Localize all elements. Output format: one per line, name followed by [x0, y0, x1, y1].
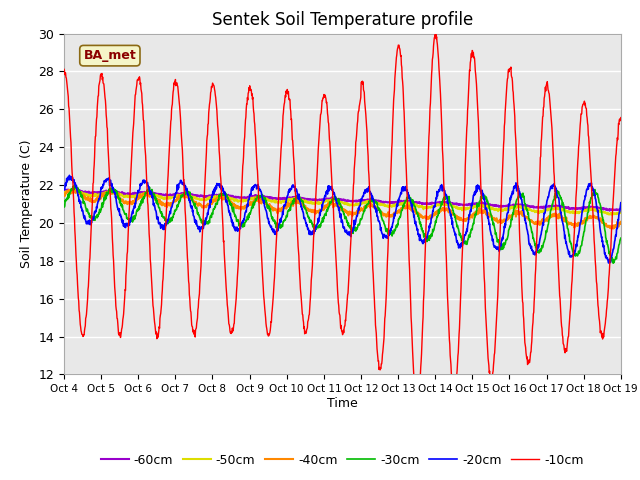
-40cm: [609, 226, 617, 231]
Line: -50cm: -50cm: [64, 190, 621, 215]
-50cm: [70, 187, 77, 193]
-30cm: [171, 208, 179, 214]
Line: -10cm: -10cm: [64, 34, 621, 406]
-60cm: [60, 188, 68, 193]
-40cm: [551, 213, 559, 219]
-60cm: [617, 206, 625, 212]
Line: -20cm: -20cm: [64, 175, 621, 263]
-10cm: [502, 89, 510, 95]
Y-axis label: Soil Temperature (C): Soil Temperature (C): [20, 140, 33, 268]
-50cm: [617, 210, 625, 216]
-30cm: [429, 229, 437, 235]
-60cm: [67, 187, 75, 192]
-10cm: [246, 86, 254, 92]
Line: -40cm: -40cm: [64, 188, 621, 228]
Line: -30cm: -30cm: [64, 186, 621, 263]
-20cm: [171, 195, 179, 201]
Title: Sentek Soil Temperature profile: Sentek Soil Temperature profile: [212, 11, 473, 29]
-60cm: [171, 192, 179, 198]
-50cm: [607, 212, 615, 217]
-50cm: [502, 205, 509, 211]
-10cm: [552, 199, 559, 205]
-50cm: [171, 194, 179, 200]
-20cm: [60, 186, 68, 192]
-10cm: [60, 66, 68, 72]
-40cm: [60, 192, 68, 198]
-50cm: [551, 205, 559, 211]
-30cm: [60, 203, 68, 209]
-20cm: [429, 208, 437, 214]
-20cm: [502, 217, 509, 223]
-40cm: [184, 193, 192, 199]
-40cm: [246, 199, 254, 204]
-20cm: [551, 183, 559, 189]
-60cm: [605, 208, 613, 214]
-10cm: [170, 82, 178, 87]
-60cm: [502, 203, 509, 209]
-20cm: [617, 200, 625, 205]
-30cm: [551, 195, 559, 201]
-30cm: [617, 235, 625, 241]
-30cm: [502, 238, 509, 243]
-60cm: [429, 200, 437, 206]
-10cm: [432, 31, 440, 37]
Legend: -60cm, -50cm, -40cm, -30cm, -20cm, -10cm: -60cm, -50cm, -40cm, -30cm, -20cm, -10cm: [97, 449, 588, 472]
-40cm: [171, 199, 179, 204]
-60cm: [246, 193, 254, 199]
X-axis label: Time: Time: [327, 397, 358, 410]
-40cm: [617, 220, 625, 226]
-20cm: [65, 172, 73, 178]
-50cm: [429, 204, 437, 209]
-20cm: [246, 191, 254, 197]
Text: BA_met: BA_met: [83, 49, 136, 62]
-20cm: [184, 192, 192, 198]
-50cm: [184, 193, 192, 199]
-30cm: [72, 183, 79, 189]
-40cm: [502, 217, 509, 223]
-50cm: [60, 191, 68, 196]
Line: -60cm: -60cm: [64, 190, 621, 211]
-30cm: [610, 260, 618, 266]
-40cm: [429, 212, 437, 218]
-10cm: [184, 260, 191, 266]
-10cm: [429, 50, 437, 56]
-10cm: [413, 403, 420, 409]
-20cm: [605, 260, 612, 266]
-30cm: [184, 189, 192, 194]
-10cm: [617, 115, 625, 120]
-40cm: [71, 185, 79, 191]
-60cm: [551, 204, 559, 209]
-50cm: [246, 196, 254, 202]
-60cm: [184, 191, 192, 197]
-30cm: [246, 210, 254, 216]
